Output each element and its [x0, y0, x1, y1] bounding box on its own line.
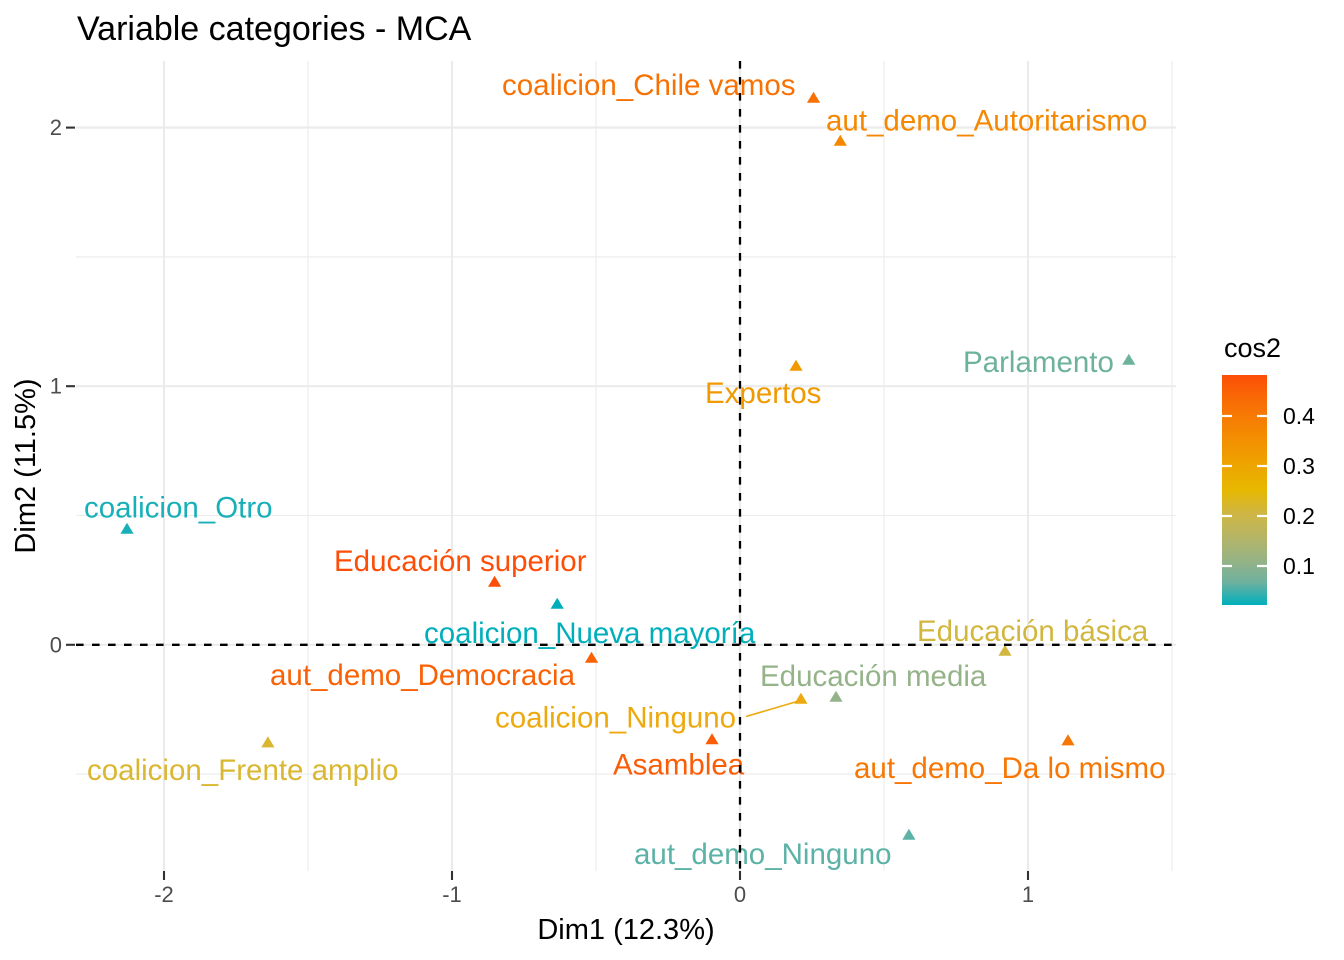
svg-text:0.4: 0.4	[1283, 403, 1315, 429]
svg-text:aut_demo_Da lo mismo: aut_demo_Da lo mismo	[854, 752, 1166, 785]
svg-text:-2: -2	[154, 882, 174, 907]
svg-text:0: 0	[734, 882, 746, 907]
svg-text:Educación superior: Educación superior	[334, 545, 587, 578]
svg-text:1: 1	[1022, 882, 1034, 907]
svg-text:Variable categories - MCA: Variable categories - MCA	[77, 10, 472, 48]
svg-text:Parlamento: Parlamento	[963, 346, 1114, 379]
svg-text:Dim1 (12.3%): Dim1 (12.3%)	[537, 914, 714, 946]
svg-text:2: 2	[50, 115, 62, 140]
svg-text:cos2: cos2	[1224, 333, 1281, 363]
svg-text:1: 1	[50, 374, 62, 399]
svg-text:aut_demo_Ninguno: aut_demo_Ninguno	[634, 838, 892, 871]
svg-text:Expertos: Expertos	[705, 377, 821, 410]
svg-text:aut_demo_Autoritarismo: aut_demo_Autoritarismo	[826, 105, 1147, 138]
svg-text:-1: -1	[442, 882, 462, 907]
svg-text:0.1: 0.1	[1283, 553, 1315, 579]
svg-text:Educación básica: Educación básica	[917, 615, 1149, 648]
svg-text:Educación media: Educación media	[760, 660, 987, 693]
svg-text:0: 0	[50, 632, 62, 657]
svg-text:0.3: 0.3	[1283, 453, 1315, 479]
svg-text:coalicion_Frente amplio: coalicion_Frente amplio	[87, 754, 399, 787]
svg-text:Asamblea: Asamblea	[613, 749, 745, 782]
svg-text:coalicion_Chile vamos: coalicion_Chile vamos	[502, 69, 796, 102]
svg-text:coalicion_Ninguno: coalicion_Ninguno	[495, 702, 736, 735]
svg-text:coalicion_Otro: coalicion_Otro	[84, 492, 273, 525]
svg-text:Dim2 (11.5%): Dim2 (11.5%)	[10, 378, 42, 553]
svg-text:0.2: 0.2	[1283, 503, 1315, 529]
svg-text:aut_demo_Democracia: aut_demo_Democracia	[270, 659, 576, 692]
